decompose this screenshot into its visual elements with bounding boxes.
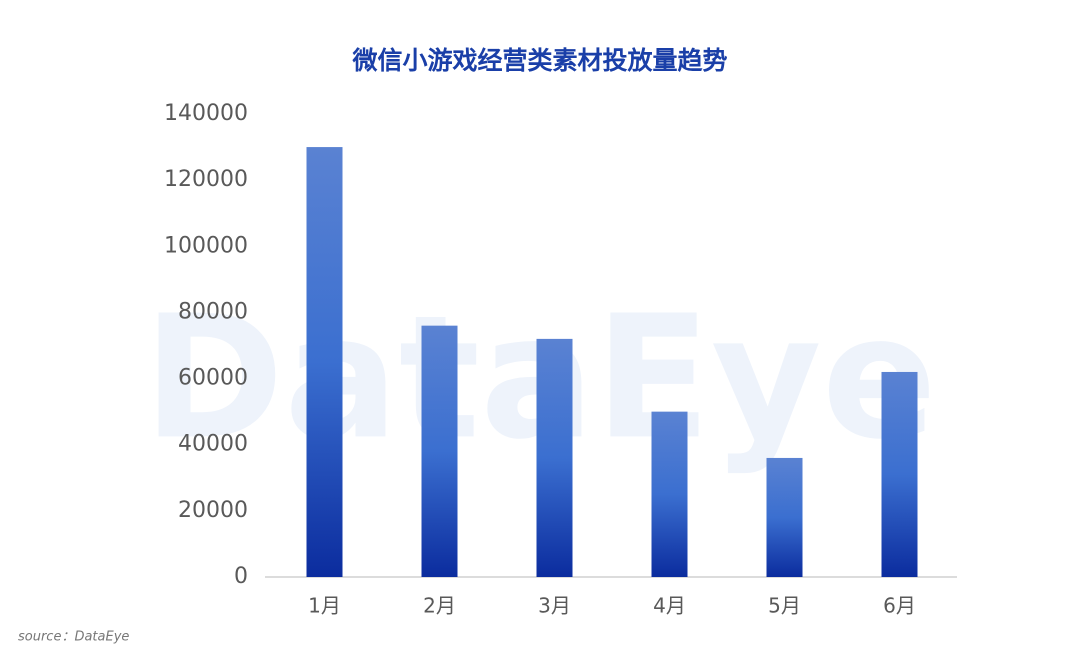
bar: [766, 457, 803, 577]
y-tick-label: 40000: [178, 432, 248, 457]
y-tick-label: 120000: [164, 167, 248, 192]
x-tick-label: 3月: [538, 594, 571, 618]
x-tick-label: 1月: [308, 594, 341, 618]
x-tick-label: 6月: [883, 594, 916, 618]
x-tick-label: 4月: [653, 594, 686, 618]
x-tick-label: 5月: [768, 594, 801, 618]
y-tick-label: 0: [234, 564, 248, 589]
y-tick-label: 80000: [178, 299, 248, 324]
bar: [651, 411, 688, 577]
bar: [536, 338, 573, 577]
x-tick-label: 2月: [423, 594, 456, 618]
bar: [421, 325, 458, 577]
y-tick-label: 60000: [178, 366, 248, 391]
source-note: source：DataEye: [18, 630, 129, 645]
bar: [306, 147, 343, 578]
chart-title: 微信小游戏经营类素材投放量趋势: [351, 46, 727, 75]
y-tick-label: 100000: [164, 233, 248, 258]
bar: [881, 371, 918, 577]
y-tick-label: 140000: [164, 101, 248, 126]
y-tick-label: 20000: [178, 498, 248, 523]
